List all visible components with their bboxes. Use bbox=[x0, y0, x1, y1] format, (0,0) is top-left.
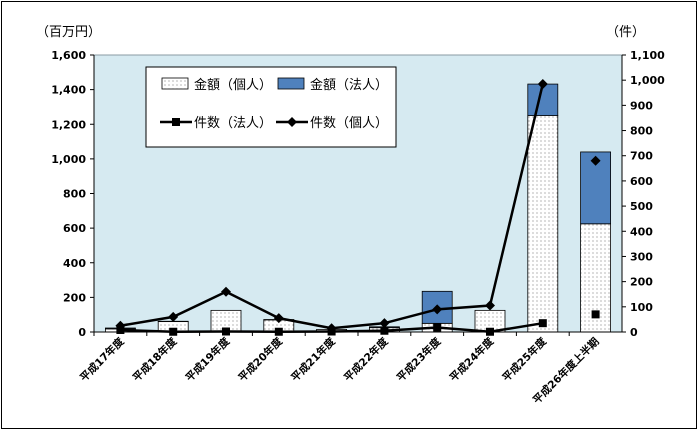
left-axis-tick-label: 1,400 bbox=[51, 84, 86, 97]
left-axis-tick-label: 600 bbox=[63, 222, 86, 235]
left-axis-tick-label: 1,600 bbox=[51, 49, 86, 62]
legend: 金額（個人） 金額（法人） 件数（法人） 件数（個人） bbox=[145, 66, 397, 148]
point-count-individual bbox=[432, 304, 443, 315]
right-axis-tick-label: 100 bbox=[630, 301, 653, 314]
left-axis-tick-label: 400 bbox=[63, 257, 86, 270]
category-label: 平成17年度 bbox=[77, 335, 127, 385]
left-axis-tick-label: 1,200 bbox=[51, 118, 86, 131]
point-count-individual bbox=[221, 286, 231, 297]
right-axis-tick-label: 700 bbox=[630, 150, 653, 163]
point-count-corporate bbox=[433, 323, 442, 332]
category-label: 平成25年度 bbox=[500, 335, 550, 385]
category-label: 平成21年度 bbox=[288, 335, 338, 385]
legend-label: 金額（法人） bbox=[310, 77, 388, 93]
point-count-individual bbox=[485, 300, 495, 311]
point-count-corporate bbox=[538, 319, 547, 328]
right-axis-tick-label: 0 bbox=[630, 326, 638, 339]
point-count-corporate bbox=[380, 326, 389, 335]
right-axis-tick-label: 900 bbox=[630, 99, 653, 112]
left-axis-unit: （百万円） bbox=[36, 25, 101, 40]
point-count-individual bbox=[168, 311, 179, 322]
point-count-individual bbox=[379, 318, 390, 329]
legend-label: 件数（法人） bbox=[194, 116, 272, 131]
right-axis-tick-label: 300 bbox=[630, 250, 653, 263]
category-label: 平成22年度 bbox=[341, 335, 391, 385]
left-axis-tick-label: 1,000 bbox=[51, 153, 86, 166]
right-axis-unit: （件） bbox=[606, 25, 645, 40]
point-count-individual bbox=[590, 155, 601, 166]
category-label: 平成18年度 bbox=[130, 335, 180, 385]
right-axis-tick-label: 200 bbox=[630, 276, 653, 289]
point-count-individual bbox=[537, 78, 548, 89]
point-count-corporate bbox=[591, 310, 600, 319]
category-label: 平成19年度 bbox=[183, 335, 233, 385]
right-axis-tick-label: 1,000 bbox=[630, 74, 665, 87]
legend-label: 金額（個人） bbox=[194, 77, 272, 93]
point-count-individual bbox=[115, 320, 126, 331]
legend-swatch bbox=[277, 77, 305, 90]
point-count-individual bbox=[273, 313, 284, 324]
left-axis-tick-label: 800 bbox=[63, 188, 86, 201]
point-count-corporate bbox=[222, 327, 230, 336]
legend-swatch bbox=[161, 77, 189, 90]
legend-marker bbox=[287, 117, 297, 127]
left-axis-tick-label: 200 bbox=[63, 291, 86, 304]
point-count-individual bbox=[326, 323, 337, 334]
category-label: 平成23年度 bbox=[394, 335, 444, 385]
right-axis-tick-label: 800 bbox=[630, 125, 653, 138]
right-axis-tick-label: 500 bbox=[630, 200, 653, 213]
right-axis-tick-label: 600 bbox=[630, 175, 653, 188]
category-label: 平成20年度 bbox=[236, 335, 286, 385]
legend-marker bbox=[172, 118, 180, 126]
legend-label: 件数（個人） bbox=[310, 116, 388, 131]
right-axis-tick-label: 1,100 bbox=[630, 49, 665, 62]
bar-amount-individual bbox=[527, 115, 559, 333]
right-axis-tick-label: 400 bbox=[630, 225, 653, 238]
category-label: 平成24年度 bbox=[447, 335, 497, 385]
left-axis-tick-label: 0 bbox=[78, 326, 86, 339]
